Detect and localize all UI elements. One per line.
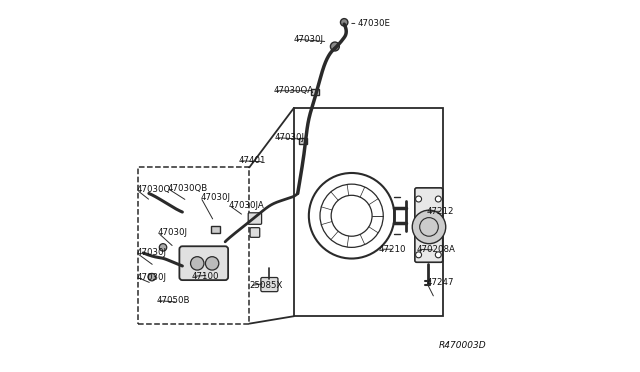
Circle shape xyxy=(148,273,156,281)
Text: 47030J: 47030J xyxy=(136,273,166,282)
Text: 47030J: 47030J xyxy=(136,248,166,257)
Text: 47030JA: 47030JA xyxy=(229,201,264,210)
Text: 470208A: 470208A xyxy=(417,245,456,254)
Text: 47030Q: 47030Q xyxy=(136,185,170,194)
Text: 47030E: 47030E xyxy=(357,19,390,28)
Circle shape xyxy=(415,252,422,258)
Circle shape xyxy=(159,244,167,251)
Text: 47030J: 47030J xyxy=(200,193,230,202)
Text: 47030J: 47030J xyxy=(157,228,188,237)
Circle shape xyxy=(205,257,219,270)
FancyBboxPatch shape xyxy=(248,213,262,224)
Circle shape xyxy=(435,252,441,258)
Text: 47050B: 47050B xyxy=(156,296,190,305)
Text: 47401: 47401 xyxy=(238,156,266,165)
Circle shape xyxy=(330,42,339,51)
Text: 47030J: 47030J xyxy=(294,35,324,44)
Text: 47100: 47100 xyxy=(191,272,219,281)
FancyBboxPatch shape xyxy=(311,89,319,95)
Text: R470003D: R470003D xyxy=(439,341,486,350)
Text: 47030QB: 47030QB xyxy=(168,184,208,193)
FancyBboxPatch shape xyxy=(250,228,260,237)
FancyBboxPatch shape xyxy=(179,246,228,280)
Text: 47030J: 47030J xyxy=(275,133,305,142)
Text: 25085X: 25085X xyxy=(250,281,283,290)
Text: 47212: 47212 xyxy=(426,207,454,216)
Circle shape xyxy=(340,19,348,26)
FancyBboxPatch shape xyxy=(299,138,307,144)
Text: 47030QA: 47030QA xyxy=(273,86,314,95)
Circle shape xyxy=(435,196,441,202)
Circle shape xyxy=(412,210,445,244)
FancyBboxPatch shape xyxy=(211,226,220,232)
Text: 47247: 47247 xyxy=(426,278,454,287)
Text: 47210: 47210 xyxy=(379,245,406,254)
Circle shape xyxy=(191,257,204,270)
FancyBboxPatch shape xyxy=(415,188,443,262)
FancyBboxPatch shape xyxy=(261,278,278,292)
Circle shape xyxy=(415,196,422,202)
